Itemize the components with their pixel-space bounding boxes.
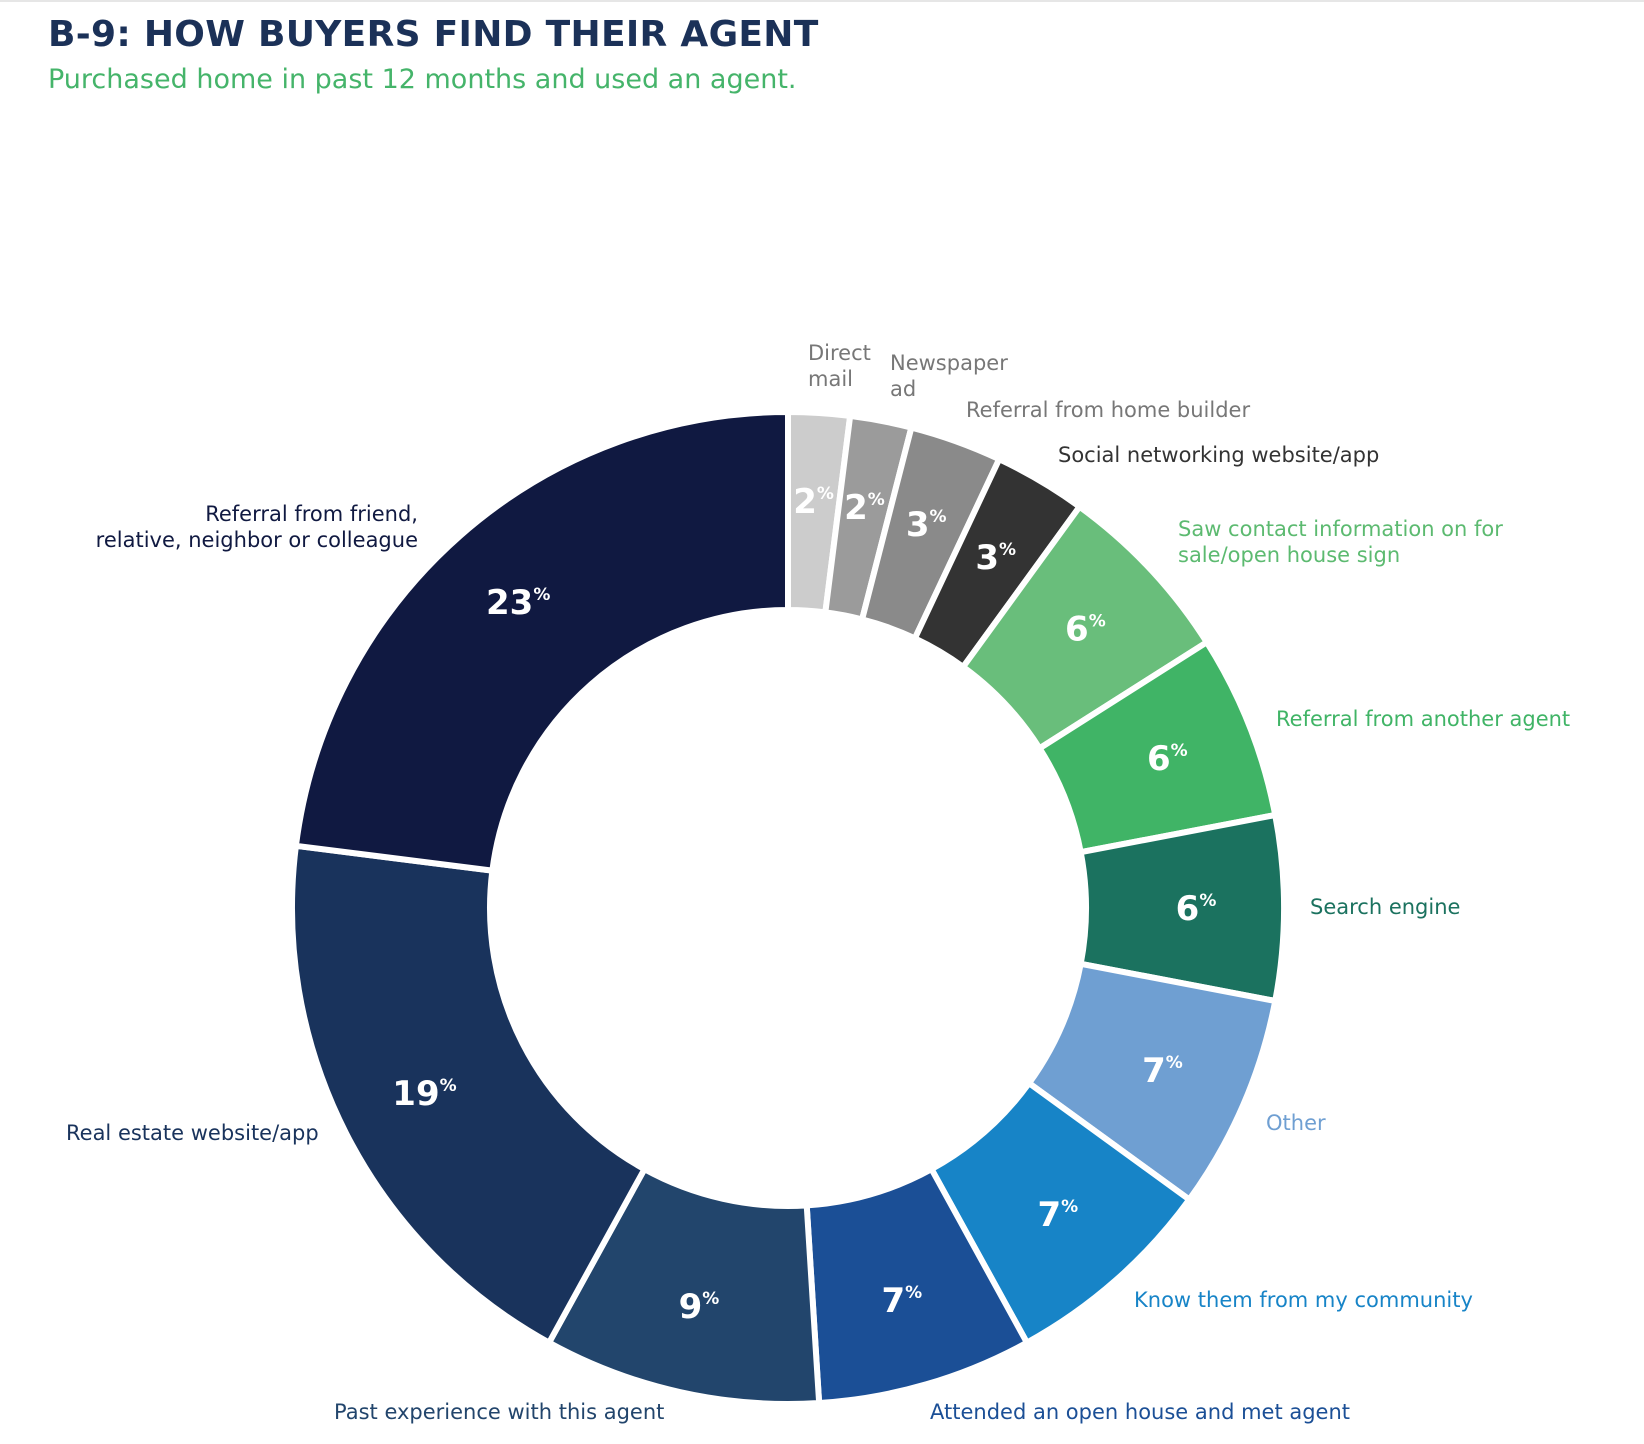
category-label-search-engine: Search engine bbox=[1310, 895, 1460, 919]
category-label-newspaper-ad: Newspaper ad bbox=[890, 351, 1008, 401]
category-label-saw-contact-information-on-for-sale-open-house-sign: Saw contact information on for sale/open … bbox=[1178, 517, 1503, 567]
category-label-attended-an-open-house-and-met-agent: Attended an open house and met agent bbox=[930, 1400, 1350, 1424]
category-label-real-estate-website-app: Real estate website/app bbox=[66, 1121, 319, 1145]
percent-label-real-estate-website-app: 19% bbox=[392, 1074, 456, 1114]
category-label-past-experience-with-this-agent: Past experience with this agent bbox=[334, 1400, 664, 1424]
category-label-referral-from-home-builder: Referral from home builder bbox=[966, 398, 1250, 422]
slice-referral-from-friend-relative-neighbor-or-colleague bbox=[292, 408, 791, 875]
percent-label-newspaper-ad: 2% bbox=[844, 488, 885, 528]
percent-label-social-networking-website-app: 3% bbox=[975, 538, 1016, 578]
percent-label-past-experience-with-this-agent: 9% bbox=[679, 1287, 720, 1327]
top-rule bbox=[0, 0, 1644, 2]
percent-label-referral-from-home-builder: 3% bbox=[906, 505, 947, 545]
percent-label-direct-mail: 2% bbox=[793, 482, 834, 522]
chart-title: B-9: HOW BUYERS FIND THEIR AGENT bbox=[48, 14, 819, 55]
percent-label-saw-contact-information-on-for-sale-open-house-sign: 6% bbox=[1065, 610, 1106, 650]
percent-label-referral-from-friend-relative-neighbor-or-colleague: 23% bbox=[486, 583, 550, 623]
category-label-referral-from-another-agent: Referral from another agent bbox=[1276, 707, 1570, 731]
category-label-referral-from-friend-relative-neighbor-or-colleague: Referral from friend, relative, neighbor … bbox=[96, 502, 418, 552]
chart-subtitle: Purchased home in past 12 months and use… bbox=[48, 64, 797, 95]
percent-label-other: 7% bbox=[1142, 1051, 1183, 1091]
percent-labels: 2% 2% 3% 3% 6% 6% 6% 7% 7% 7% 9% 19% 23% bbox=[392, 482, 1216, 1327]
percent-label-search-engine: 6% bbox=[1176, 889, 1217, 929]
slice-real-estate-website-app bbox=[289, 842, 649, 1347]
category-label-direct-mail: Direct mail bbox=[808, 341, 871, 391]
percent-label-referral-from-another-agent: 6% bbox=[1147, 739, 1188, 779]
category-label-other: Other bbox=[1266, 1111, 1326, 1135]
donut-slices bbox=[289, 408, 1287, 1407]
category-label-know-them-from-my-community: Know them from my community bbox=[1134, 1288, 1473, 1312]
percent-label-attended-an-open-house-and-met-agent: 7% bbox=[881, 1281, 922, 1321]
percent-label-know-them-from-my-community: 7% bbox=[1037, 1195, 1078, 1235]
category-label-social-networking-website-app: Social networking website/app bbox=[1058, 443, 1379, 467]
